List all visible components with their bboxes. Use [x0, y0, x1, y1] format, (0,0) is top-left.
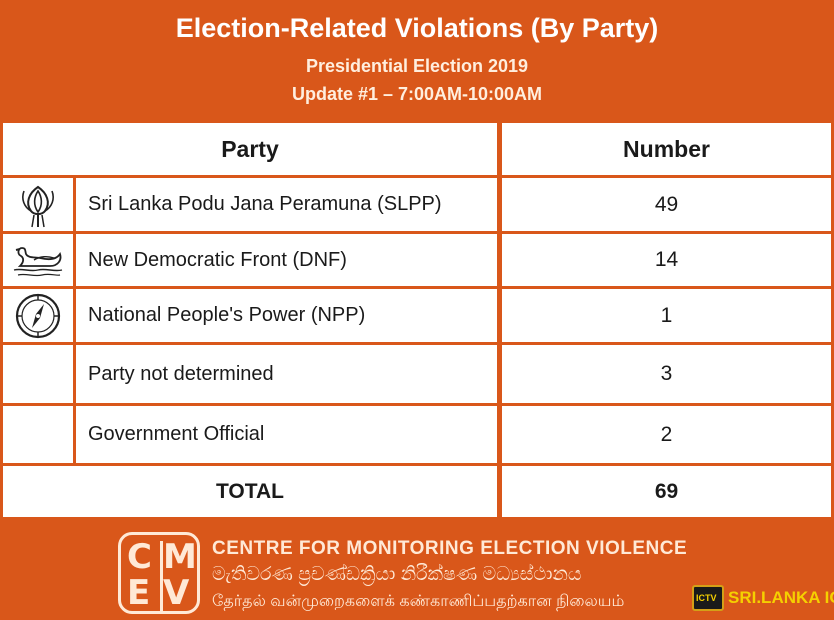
table-row-number: 14 — [502, 234, 831, 286]
lotus-bud-icon — [22, 185, 54, 227]
table-row-party: Government Official — [76, 406, 497, 463]
table-row-icon-cell — [3, 345, 73, 403]
table-row-number: 3 — [502, 345, 831, 403]
page-title: Election-Related Violations (By Party) — [175, 13, 659, 43]
cmev-logo: C M E V — [118, 532, 200, 614]
update-label: Update #1 – 7:00AM-10:00AM — [291, 84, 543, 104]
table-row-icon-cell — [3, 234, 73, 286]
logo-letter: M — [163, 537, 199, 577]
column-header-number: Number — [502, 123, 831, 175]
watermark-brand: ICTV SRI.LANKA ICTV — [692, 584, 834, 614]
ictv-badge-icon: ICTV — [692, 585, 724, 611]
compass-icon — [15, 293, 61, 338]
table-row-icon-cell — [3, 178, 73, 231]
table-row-party: Sri Lanka Podu Jana Peramuna (SLPP) — [76, 178, 497, 231]
total-label: TOTAL — [3, 466, 497, 517]
table-row-party: Party not determined — [76, 345, 497, 403]
logo-divider — [160, 541, 163, 611]
swan-icon — [13, 247, 63, 277]
badge-text: ICTV — [696, 593, 717, 603]
violations-table: Party Number Sri Lanka Podu Jana Peramun… — [0, 120, 834, 520]
org-name-english: CENTRE FOR MONITORING ELECTION VIOLENCE — [212, 538, 688, 559]
table-row-number: 2 — [502, 406, 831, 463]
table-row-number: 49 — [502, 178, 831, 231]
table-row-party: National People's Power (NPP) — [76, 289, 497, 342]
org-name-tamil: தேர்தல் வன்முறைகளைக் கண்காணிப்பதற்கான நி… — [212, 593, 625, 610]
total-value: 69 — [502, 466, 831, 517]
logo-letter: E — [127, 573, 153, 613]
footer: C M E V CENTRE FOR MONITORING ELECTION V… — [0, 520, 834, 620]
logo-letter: V — [163, 573, 192, 613]
column-header-party: Party — [3, 123, 497, 175]
page-subtitle: Presidential Election 2019 — [305, 56, 529, 76]
header: Election-Related Violations (By Party) P… — [0, 0, 834, 120]
table-row-party: New Democratic Front (DNF) — [76, 234, 497, 286]
org-name-sinhala: මැතිවරණ ප්‍රචණ්ඩක්‍රියා නිරීක්ෂණ මධ්‍යස්… — [212, 564, 582, 585]
table-row-icon-cell — [3, 289, 73, 342]
brand-text: SRI.LANKA ICTV — [728, 588, 834, 607]
table-row-icon-cell — [3, 406, 73, 463]
table-row-number: 1 — [502, 289, 831, 342]
logo-letter: C — [127, 537, 154, 577]
